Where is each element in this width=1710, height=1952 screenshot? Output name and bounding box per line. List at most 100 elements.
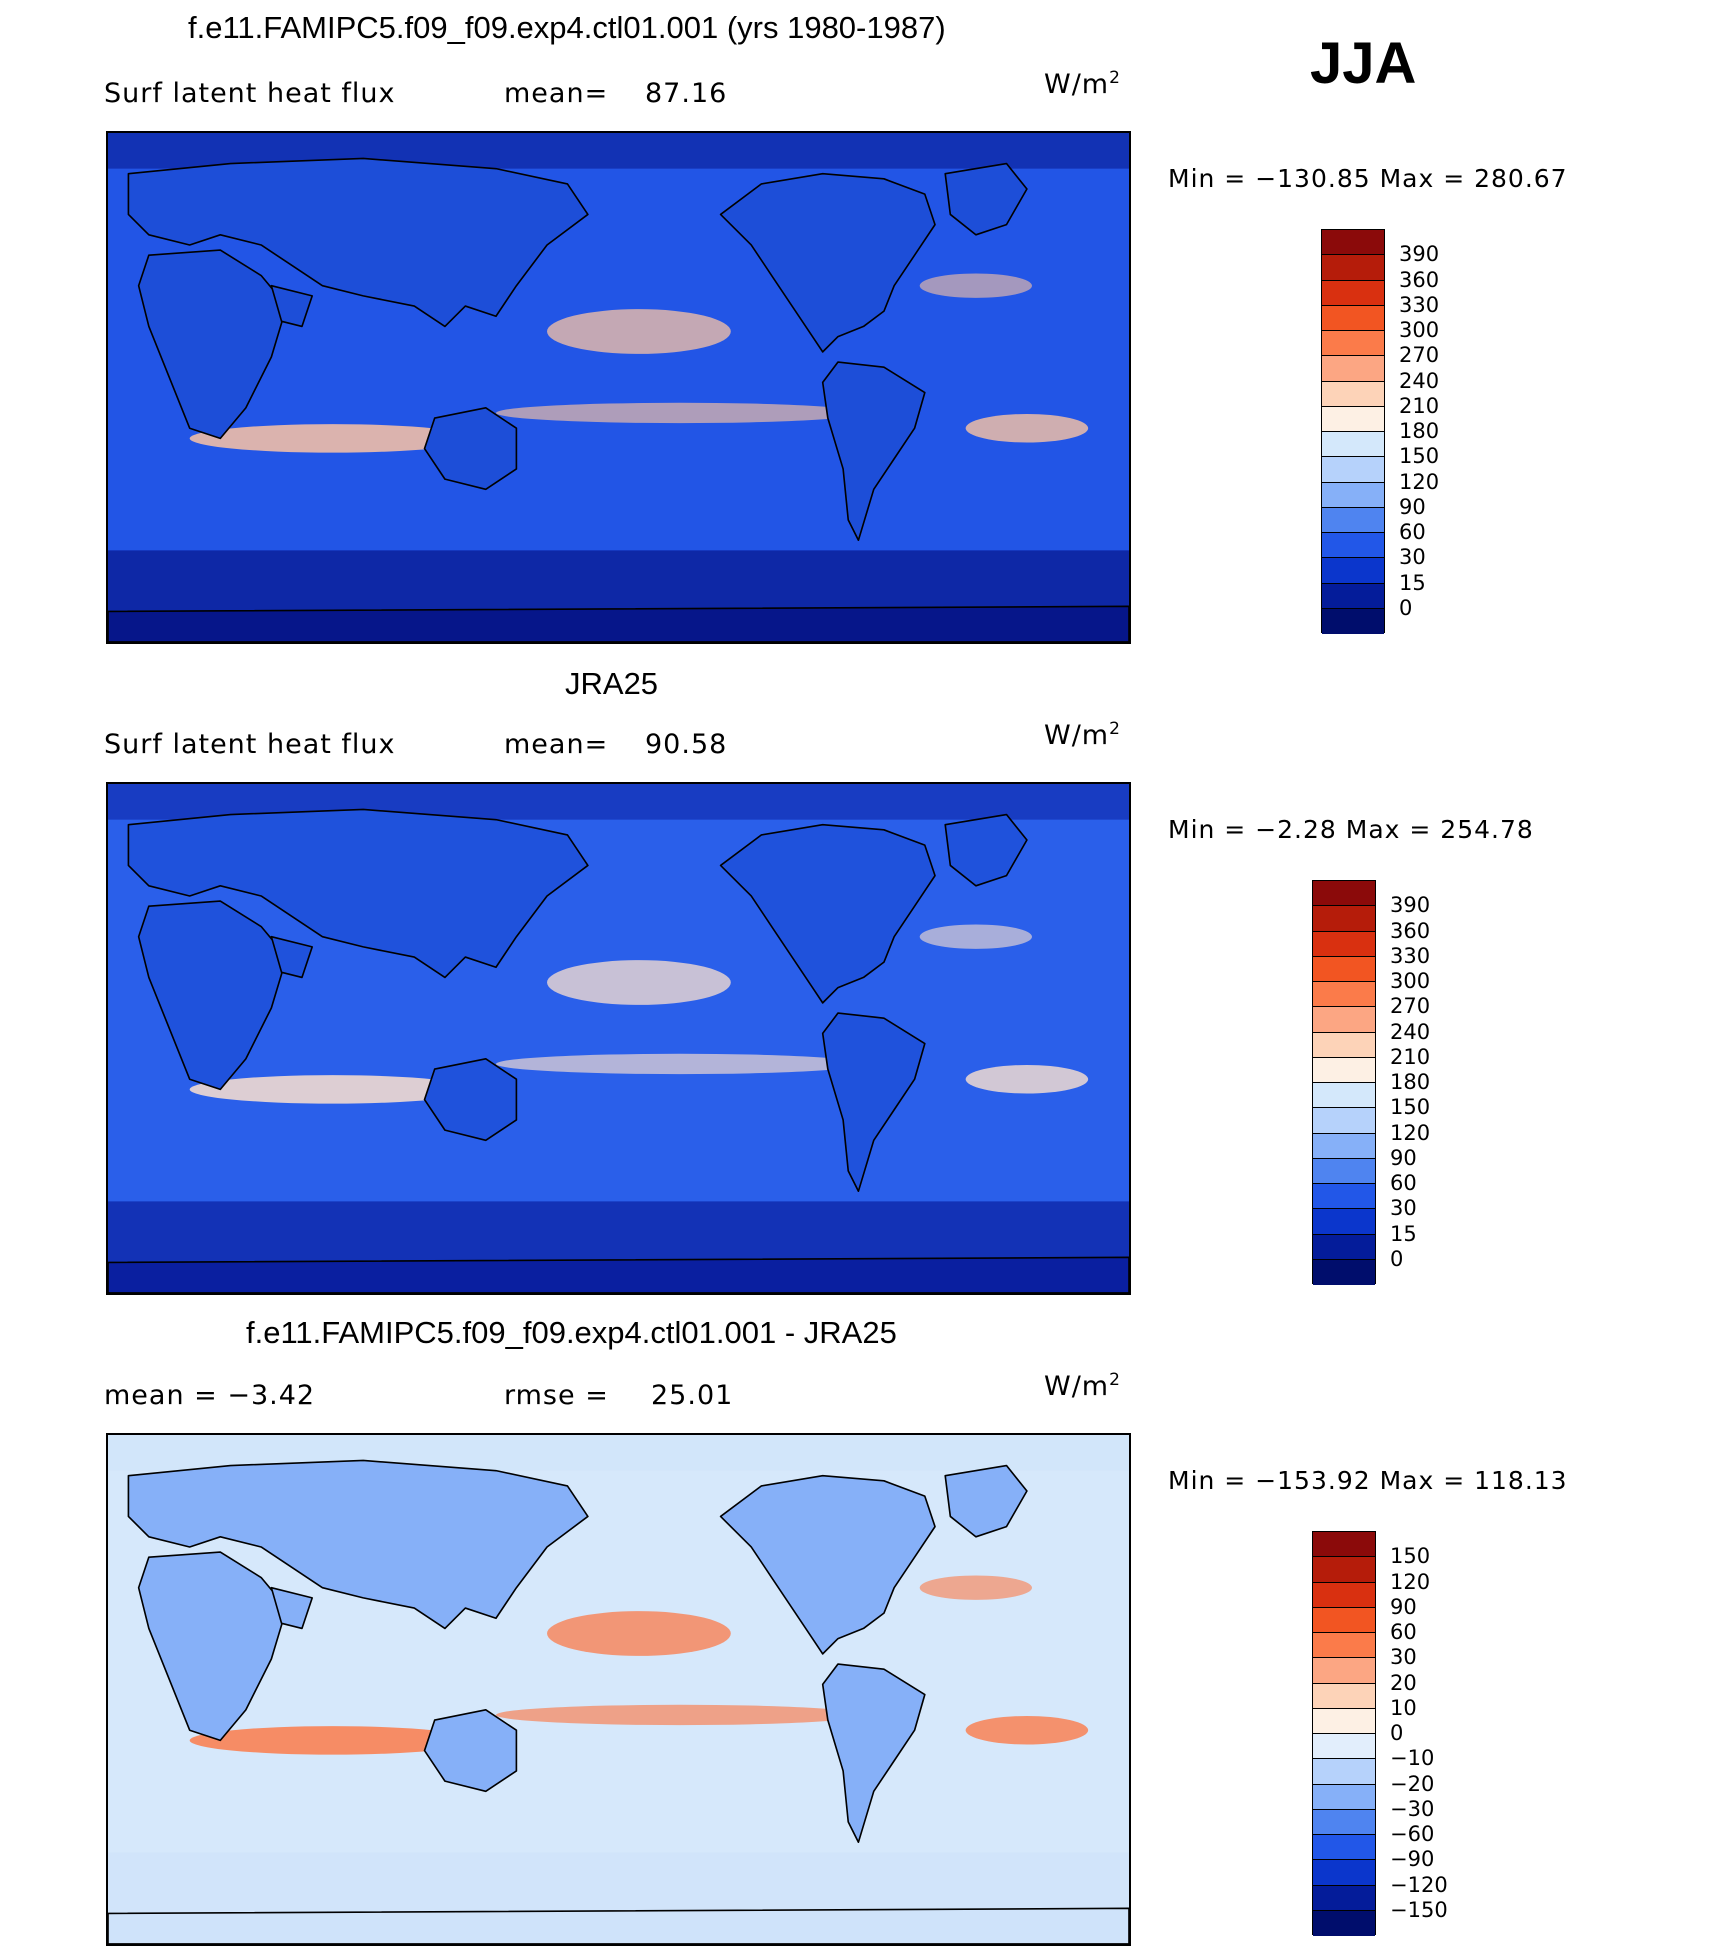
colorbar-segment [1313, 1007, 1375, 1033]
stat-label: mean= [504, 78, 609, 109]
warm-band-north-atlantic [919, 924, 1033, 949]
warm-band-north-pacific [547, 309, 731, 354]
colorbar-label: 0 [1390, 1246, 1404, 1271]
colorbar-label: 240 [1390, 1019, 1431, 1044]
continent-europeAsia [127, 1459, 589, 1630]
stat-value: 25.01 [651, 1380, 734, 1411]
colorbar-label: 210 [1390, 1044, 1431, 1069]
colorbar-label: 270 [1399, 343, 1440, 368]
colorbar-label: 300 [1390, 969, 1431, 993]
colorbar-label: 300 [1399, 318, 1440, 342]
colorbar-segment [1313, 982, 1375, 1008]
continent-greenland [944, 813, 1028, 887]
stat-mean: mean = −3.42 [104, 1380, 316, 1411]
colorbar-segment [1322, 331, 1384, 357]
colorbar-segment [1313, 1835, 1375, 1861]
continent-southAmerica [821, 1663, 926, 1844]
field-label: Surf latent heat flux [104, 729, 396, 760]
colorbar-segment [1322, 280, 1384, 306]
unit-label: W/m2 [1044, 719, 1121, 751]
colorbar-segment [1313, 1108, 1375, 1134]
warm-band-north-pacific [547, 1611, 731, 1656]
continent-africa [137, 1551, 288, 1742]
continent-southAmerica [821, 361, 926, 542]
colorbar-segment [1313, 1658, 1375, 1684]
panel-title: JRA25 [565, 666, 659, 701]
continent-australia [423, 1058, 518, 1142]
colorbar-label: 390 [1399, 242, 1440, 267]
colorbar-segment [1313, 1885, 1375, 1911]
colorbar-segment [1322, 583, 1384, 609]
colorbar-segment [1313, 1759, 1375, 1785]
colorbar-label: 30 [1399, 545, 1426, 570]
colorbar-label: 90 [1399, 494, 1426, 519]
panel-title: f.e11.FAMIPC5.f09_f09.exp4.ctl01.001 (yr… [188, 10, 946, 45]
colorbar-label: 20 [1390, 1670, 1417, 1695]
colorbar-label: 0 [1390, 1721, 1404, 1745]
colorbar-label: 15 [1390, 1221, 1417, 1246]
colorbar-label: 60 [1390, 1620, 1417, 1644]
warm-band-south-pacific [495, 1053, 864, 1075]
colorbar-segment [1322, 507, 1384, 533]
continent-arabia [270, 935, 314, 979]
colorbar-label: −10 [1390, 1746, 1435, 1771]
colorbar-segment [1313, 956, 1375, 982]
colorbar-segment [1322, 305, 1384, 331]
colorbar-segment [1313, 1158, 1375, 1184]
field-label: Surf latent heat flux [104, 78, 396, 109]
stat-value: 87.16 [645, 78, 728, 109]
colorbar-label: 10 [1390, 1695, 1417, 1720]
colorbar-segment [1313, 881, 1375, 907]
warm-band-indian-ocean [189, 424, 476, 453]
colorbar-label: 90 [1390, 1145, 1417, 1170]
continent-antarctica [108, 1907, 1129, 1944]
stat-value: 90.58 [645, 729, 728, 760]
colorbar-segment [1313, 1083, 1375, 1109]
warm-band-indian-ocean [189, 1075, 476, 1104]
colorbar-label: 390 [1390, 893, 1431, 918]
continent-greenland [944, 162, 1028, 236]
colorbar-label: 60 [1390, 1171, 1417, 1195]
colorbar-segment [1313, 1784, 1375, 1810]
colorbar-label: −60 [1390, 1822, 1435, 1846]
colorbar-label: 270 [1390, 994, 1431, 1019]
continent-arabia [270, 1586, 314, 1630]
colorbar-segment [1322, 533, 1384, 559]
colorbar-segment [1322, 432, 1384, 458]
min-max-label: Min = −2.28 Max = 254.78 [1168, 815, 1534, 844]
colorbar-segment [1313, 1860, 1375, 1886]
colorbar-segment [1322, 381, 1384, 407]
colorbar-label: −30 [1390, 1796, 1435, 1821]
colorbar-segment [1313, 1234, 1375, 1260]
continent-greenland [944, 1464, 1028, 1538]
colorbar-label: 150 [1390, 1544, 1431, 1569]
warm-band-north-atlantic [919, 273, 1033, 298]
colorbar-label: 120 [1390, 1569, 1431, 1594]
colorbar-label: 30 [1390, 1196, 1417, 1221]
warm-band-north-atlantic [919, 1575, 1033, 1600]
colorbar-label: 15 [1399, 570, 1426, 595]
colorbar-label: 150 [1399, 444, 1440, 469]
colorbar-segment [1313, 1032, 1375, 1058]
continent-northAmerica [719, 1474, 936, 1655]
colorbar-label: 360 [1390, 918, 1431, 943]
colorbar-segment [1313, 1057, 1375, 1083]
colorbar-segment [1313, 1809, 1375, 1835]
continent-antarctica [108, 605, 1129, 642]
continent-africa [137, 900, 288, 1091]
colorbar-segment [1313, 1910, 1375, 1936]
unit-label: W/m2 [1044, 68, 1121, 100]
continent-northAmerica [719, 172, 936, 353]
colorbar-label: 90 [1390, 1594, 1417, 1619]
colorbar-label: 180 [1399, 419, 1440, 443]
continent-australia [423, 407, 518, 491]
colorbar-segment [1322, 255, 1384, 281]
colorbar-segment [1313, 1184, 1375, 1210]
stat-label: mean= [504, 729, 609, 760]
colorbar-label: −20 [1390, 1771, 1435, 1796]
continent-arabia [270, 284, 314, 328]
continent-antarctica [108, 1256, 1129, 1293]
colorbar-segment [1313, 1633, 1375, 1659]
warm-band-south-atlantic [965, 1064, 1089, 1094]
map-jra25 [106, 782, 1131, 1295]
